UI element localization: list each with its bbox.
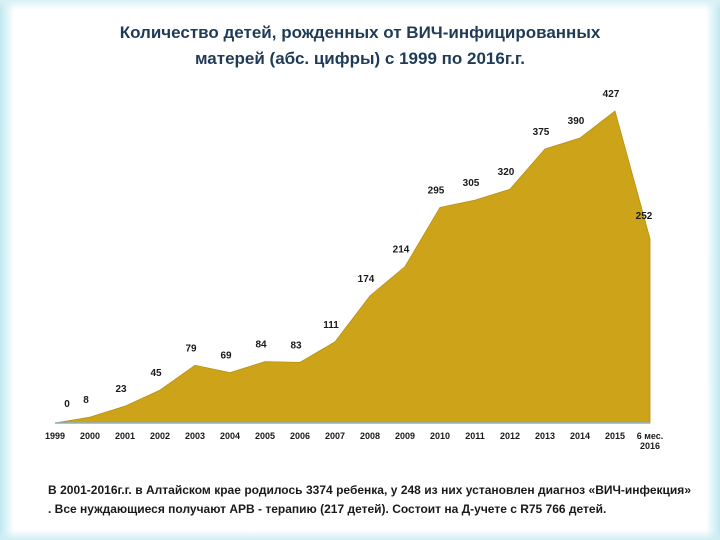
data-label: 375 [533,127,550,138]
x-tick-label: 2000 [80,431,100,441]
data-label: 174 [358,274,375,285]
data-label: 320 [498,167,515,178]
x-tick-label: 1999 [45,431,65,441]
chart-title-line-2: матерей (абс. цифры) с 1999 по 2016г.г. [194,49,526,68]
x-tick-label: 2013 [535,431,555,441]
data-label: 8 [83,395,89,406]
data-label: 83 [290,340,302,351]
data-label: 111 [323,320,339,331]
chart-data-labels: 0 8 23 45 79 69 84 83 111 174 214 295 305 320 375 390 42… [64,89,653,410]
x-tick-label: 2005 [255,431,275,441]
x-tick-label: 6 мес. 2016 [637,431,664,451]
chart-title-line-1: Количество детей, рожденных от ВИЧ-инфиц… [119,23,601,42]
chart-x-axis-ticks: 1999 2000 2001 2002 2003 2004 2005 2006 2007 2008… [45,431,663,451]
x-tick-label: 2002 [150,431,170,441]
x-tick-label: 2008 [360,431,380,441]
data-label: 390 [568,116,585,127]
data-label: 79 [185,343,197,354]
series-area [54,110,651,424]
data-label: 0 [64,399,70,410]
x-tick-label: 2015 [605,431,625,441]
x-tick-label: 2011 [465,431,485,441]
data-label: 295 [428,185,445,196]
data-label: 23 [115,384,127,395]
data-label: 69 [220,351,232,362]
x-tick-label: 2014 [570,431,590,441]
x-tick-label: 2004 [220,431,240,441]
chart-title: Количество детей, рожденных от ВИЧ-инфиц… [40,20,680,72]
x-tick-label: 2003 [185,431,205,441]
x-tick-label: 2009 [395,431,415,441]
data-label: 427 [603,89,620,100]
x-tick-label: 2007 [325,431,345,441]
x-tick-label-line: 2016 [640,441,660,451]
x-tick-label: 2006 [290,431,310,441]
x-tick-label: 2010 [430,431,450,441]
x-tick-label: 2001 [115,431,135,441]
data-label: 252 [636,211,653,222]
chart-area-layer [54,110,651,424]
data-label: 214 [393,245,410,256]
x-tick-label-line: 6 мес. [637,431,664,441]
x-tick-label: 2012 [500,431,520,441]
data-label: 45 [150,368,162,379]
data-label: 84 [255,340,267,351]
footer-note: В 2001-2016г.г. в Алтайском крае родилос… [48,483,691,516]
data-label: 305 [463,178,480,189]
